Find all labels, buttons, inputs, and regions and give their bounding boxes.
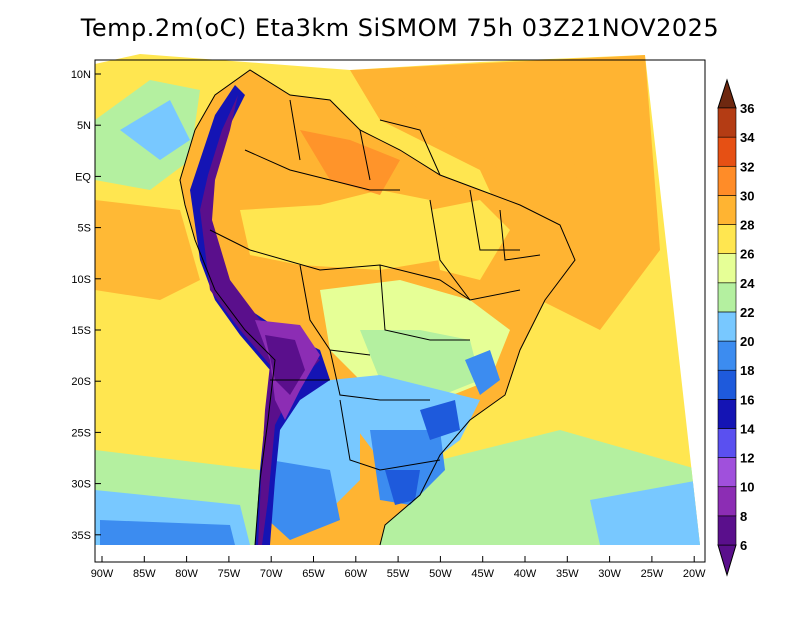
lat-tick-label: 10N	[71, 69, 91, 81]
lat-tick-label: 5S	[78, 223, 91, 235]
plot-frame	[94, 59, 706, 563]
political-boundaries	[179, 69, 576, 546]
colorbar-label: 18	[740, 363, 754, 378]
colorbar-label: 20	[740, 334, 754, 349]
colorbar-segment	[717, 282, 737, 313]
colorbar-label: 32	[740, 159, 754, 174]
lon-tick-label: 70W	[260, 568, 283, 580]
longitude-axis: 90W 85W 80W 75W 70W 65W 60W 55W 50W 45W 40W 35W 30W 2…	[91, 556, 706, 580]
map-title: Temp.2m(oC) Eta3km SiSMOM 75h 03Z21NOV20…	[80, 14, 720, 42]
lat-tick-label: 35S	[71, 530, 91, 542]
colorbar-segment	[717, 165, 737, 196]
colorbar-segment	[717, 340, 737, 371]
colorbar: 6 8 10 12 14 16 18 20 22 24 26 28 30 32 34 36	[717, 78, 755, 577]
colorbar-label: 30	[740, 188, 754, 203]
colorbar-segment	[717, 428, 737, 458]
colorbar-label: 12	[740, 451, 754, 466]
lon-tick-label: 90W	[91, 568, 114, 580]
colorbar-segment	[717, 486, 737, 517]
latitude-axis: 10N 5N EQ 5S 10S 15S 20S 25S 30S 35S	[71, 69, 101, 542]
colorbar-segment	[717, 107, 737, 138]
lon-tick-label: 40W	[514, 568, 537, 580]
lon-tick-label: 50W	[429, 568, 452, 580]
colorbar-bottom-arrow	[717, 544, 737, 577]
lon-tick-label: 55W	[387, 568, 410, 580]
lon-tick-label: 20W	[683, 568, 706, 580]
lon-tick-label: 85W	[133, 568, 156, 580]
colorbar-label: 28	[740, 218, 754, 233]
temperature-field	[95, 54, 700, 545]
colorbar-label: 36	[740, 101, 754, 116]
lat-tick-label: 5N	[77, 120, 91, 132]
colorbar-label: 10	[740, 480, 754, 495]
lon-tick-label: 60W	[344, 568, 367, 580]
lat-tick-label: 30S	[71, 479, 91, 491]
lat-tick-label: EQ	[75, 171, 91, 183]
colorbar-segment	[717, 369, 737, 400]
colorbar-segment	[717, 515, 737, 546]
colorbar-segment	[717, 136, 737, 167]
colorbar-label: 26	[740, 247, 754, 262]
lat-tick-label: 15S	[71, 325, 91, 337]
colorbar-label: 6	[740, 538, 747, 553]
lon-tick-label: 35W	[556, 568, 579, 580]
lon-tick-label: 80W	[175, 568, 198, 580]
lat-tick-label: 20S	[71, 376, 91, 388]
colorbar-segment	[717, 224, 737, 254]
colorbar-label: 24	[740, 276, 755, 291]
colorbar-label: 22	[740, 305, 754, 320]
colorbar-segment	[717, 399, 737, 429]
colorbar-label: 14	[740, 421, 755, 436]
lon-tick-label: 25W	[641, 568, 664, 580]
lon-tick-label: 45W	[471, 568, 494, 580]
colorbar-top-arrow	[717, 78, 737, 109]
colorbar-label: 8	[740, 509, 747, 524]
colorbar-segment	[717, 253, 737, 284]
lat-tick-label: 10S	[71, 274, 91, 286]
lon-tick-label: 75W	[218, 568, 241, 580]
colorbar-segment	[717, 457, 737, 488]
lon-tick-label: 30W	[598, 568, 621, 580]
colorbar-segment	[717, 311, 737, 342]
lat-tick-label: 25S	[71, 427, 91, 439]
lon-tick-label: 65W	[302, 568, 325, 580]
colorbar-label: 34	[740, 130, 755, 145]
colorbar-label: 16	[740, 392, 754, 407]
colorbar-segment	[717, 195, 737, 225]
